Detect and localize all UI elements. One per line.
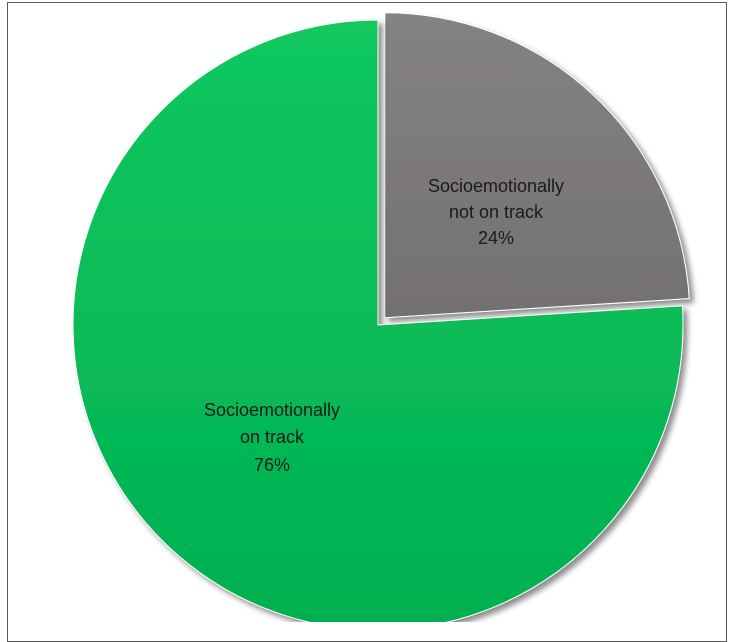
- pie-slice-not-on-track: [384, 12, 690, 319]
- data-label-not-on-track-line1: Socioemotionally: [428, 176, 564, 196]
- data-label-on-track-line1: Socioemotionally: [204, 400, 340, 420]
- data-label-not-on-track-line2: not on track: [449, 202, 544, 222]
- slice-label-on-track: Socioemotionally on track 76%: [204, 400, 340, 475]
- data-label-on-track-line2: on track: [240, 427, 305, 447]
- pie-slice-on-track: [72, 19, 684, 622]
- data-label-not-on-track-percent: 24%: [478, 228, 514, 248]
- slice-label-not-on-track: Socioemotionally not on track 24%: [428, 176, 564, 248]
- pie-slices: [72, 12, 690, 622]
- data-label-on-track-percent: 76%: [254, 455, 290, 475]
- pie-chart: Socioemotionally not on track 24% Socioe…: [72, 12, 690, 622]
